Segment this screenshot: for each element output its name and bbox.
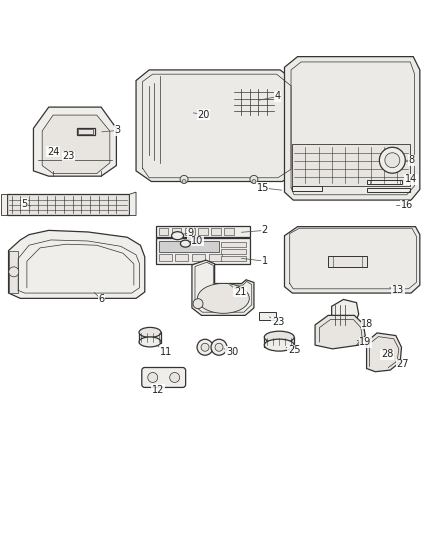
Ellipse shape	[264, 339, 294, 351]
Polygon shape	[285, 56, 420, 200]
Circle shape	[250, 175, 258, 183]
Text: 16: 16	[401, 200, 413, 211]
Polygon shape	[9, 230, 145, 298]
Text: 13: 13	[392, 285, 404, 295]
Polygon shape	[221, 256, 246, 261]
Text: 23: 23	[272, 317, 284, 327]
Text: 15: 15	[257, 183, 269, 193]
Text: 20: 20	[198, 110, 210, 119]
Polygon shape	[9, 251, 18, 293]
Bar	[139, 333, 161, 343]
Polygon shape	[155, 226, 250, 237]
Text: 12: 12	[152, 385, 164, 395]
Circle shape	[211, 340, 227, 355]
Polygon shape	[208, 254, 222, 261]
Text: 8: 8	[408, 155, 414, 165]
Polygon shape	[155, 238, 250, 264]
Circle shape	[215, 343, 223, 351]
FancyBboxPatch shape	[142, 368, 186, 387]
Ellipse shape	[264, 331, 294, 343]
Ellipse shape	[139, 337, 161, 347]
Text: 11: 11	[159, 346, 172, 357]
Ellipse shape	[139, 327, 161, 337]
Text: 1: 1	[262, 256, 268, 266]
Polygon shape	[332, 300, 359, 329]
Polygon shape	[159, 241, 219, 252]
Text: 18: 18	[361, 319, 374, 329]
Polygon shape	[7, 194, 130, 215]
Circle shape	[201, 343, 209, 351]
Polygon shape	[232, 86, 276, 118]
Polygon shape	[147, 75, 177, 166]
Text: 5: 5	[21, 199, 28, 209]
Polygon shape	[211, 228, 221, 235]
Circle shape	[170, 373, 180, 383]
Polygon shape	[42, 115, 110, 174]
Polygon shape	[221, 249, 246, 254]
Text: 30: 30	[226, 346, 238, 357]
Ellipse shape	[172, 232, 184, 240]
Polygon shape	[315, 316, 365, 349]
Circle shape	[197, 340, 213, 355]
Text: 19: 19	[359, 337, 371, 348]
Circle shape	[252, 180, 256, 183]
Polygon shape	[367, 180, 403, 184]
Polygon shape	[136, 70, 297, 182]
Text: 24: 24	[47, 147, 59, 157]
Polygon shape	[77, 128, 95, 135]
Ellipse shape	[385, 153, 400, 168]
Polygon shape	[172, 228, 181, 235]
Circle shape	[9, 267, 19, 277]
Circle shape	[148, 373, 158, 383]
Polygon shape	[259, 312, 276, 320]
Polygon shape	[33, 107, 117, 176]
Polygon shape	[1, 194, 7, 215]
Text: 28: 28	[381, 349, 393, 359]
Polygon shape	[78, 130, 93, 134]
Text: 2: 2	[262, 225, 268, 236]
Polygon shape	[159, 254, 172, 261]
Polygon shape	[221, 242, 246, 247]
Circle shape	[193, 298, 203, 309]
Circle shape	[182, 180, 186, 183]
Bar	[264, 337, 294, 347]
Polygon shape	[175, 254, 188, 261]
Circle shape	[180, 175, 188, 183]
Polygon shape	[292, 185, 321, 190]
Ellipse shape	[180, 240, 191, 247]
Polygon shape	[159, 228, 168, 235]
Text: 9: 9	[187, 228, 194, 238]
Text: 25: 25	[288, 345, 300, 356]
Ellipse shape	[379, 147, 405, 173]
Polygon shape	[367, 333, 402, 372]
Polygon shape	[198, 228, 208, 235]
Polygon shape	[328, 256, 367, 266]
Polygon shape	[292, 144, 410, 185]
Polygon shape	[185, 228, 194, 235]
Polygon shape	[224, 228, 234, 235]
Text: 21: 21	[234, 287, 246, 297]
Text: 23: 23	[62, 151, 74, 161]
Text: 14: 14	[405, 174, 417, 184]
Text: 6: 6	[98, 294, 104, 304]
Polygon shape	[367, 188, 410, 192]
Polygon shape	[192, 260, 254, 316]
Polygon shape	[130, 192, 136, 215]
Polygon shape	[192, 254, 205, 261]
Polygon shape	[285, 227, 420, 293]
Text: 10: 10	[191, 236, 203, 246]
Text: 27: 27	[396, 359, 409, 369]
Text: 3: 3	[115, 125, 121, 135]
Ellipse shape	[198, 284, 249, 313]
Text: 4: 4	[275, 92, 281, 101]
